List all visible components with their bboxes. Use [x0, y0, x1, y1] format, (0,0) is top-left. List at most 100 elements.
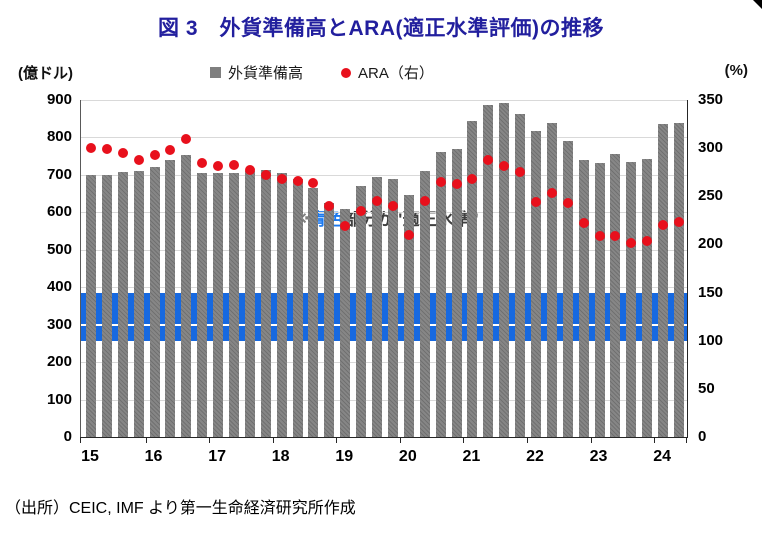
ara-dot [626, 237, 637, 248]
reserve-bar [308, 187, 319, 437]
ara-dot [578, 218, 589, 229]
reserve-bar [372, 176, 383, 437]
ara-dot [260, 170, 271, 181]
x-axis-tick [145, 437, 147, 443]
ara-dot [515, 167, 526, 178]
mouse-cursor-artifact [753, 0, 762, 9]
chart-title: 図 3 外貨準備高とARA(適正水準評価)の推移 [158, 17, 604, 40]
right-axis-tick-label: 0 [698, 428, 707, 445]
ara-dot [499, 161, 510, 172]
x-axis-tick [80, 437, 81, 443]
right-axis-tick-label: 250 [698, 187, 724, 205]
x-axis-tick [654, 437, 656, 443]
right-axis-tick-label: 300 [698, 139, 724, 157]
ara-dot [308, 177, 319, 188]
gridline [81, 100, 687, 101]
x-axis-year-label: 15 [81, 448, 99, 465]
reserve-bar [260, 170, 271, 437]
reserve-bar [451, 148, 462, 437]
legend-item-ara: ARA（右） [341, 62, 434, 83]
x-axis-tick [686, 437, 687, 443]
ara-dot [451, 178, 462, 189]
ara-dot [181, 133, 192, 144]
reserve-bar [674, 123, 684, 437]
gridline-through-band [81, 323, 687, 326]
reserve-bar [483, 105, 494, 437]
reserve-bar [515, 114, 526, 437]
left-axis-tick-label: 400 [46, 278, 72, 296]
reserve-bar [610, 154, 621, 437]
x-axis-year-label: 16 [144, 448, 163, 465]
left-axis-tick-label: 100 [46, 390, 72, 408]
left-axis-tick-label: 200 [46, 353, 72, 371]
reserve-bar [356, 186, 367, 437]
gridline [81, 399, 687, 401]
ara-dot [594, 230, 605, 241]
ara-dot [213, 161, 224, 172]
gridline [81, 137, 687, 139]
x-axis-tick [590, 437, 592, 443]
left-axis-tick-label: 900 [46, 91, 72, 108]
x-axis-year-label: 19 [335, 448, 354, 465]
ara-dot [101, 144, 112, 155]
left-axis-unit: (億ドル) [18, 65, 73, 82]
gridline [81, 362, 687, 364]
reserve-bar [594, 162, 605, 437]
ara-dot [546, 188, 557, 199]
x-axis-tick [209, 437, 211, 443]
ara-dot [356, 205, 367, 216]
ara-dot [642, 235, 653, 246]
legend-reserves-label: 外貨準備高 [228, 65, 304, 82]
ara-dot [165, 145, 176, 156]
gridline [81, 249, 687, 251]
ara-dot [610, 230, 621, 241]
reserve-bar [467, 120, 478, 437]
x-axis-tick [336, 437, 338, 443]
plot-area: ※青色部分が"適正水準" [80, 100, 688, 438]
ara-dot [387, 200, 398, 211]
ara-dot [197, 157, 208, 168]
reserve-bar [642, 159, 653, 437]
x-axis-year-label: 21 [462, 448, 481, 465]
reserve-bar [419, 171, 430, 437]
reserves-swatch-icon [210, 67, 221, 78]
reserve-bar [197, 173, 208, 437]
ara-dot [340, 221, 351, 232]
left-axis-tick-label: 700 [46, 165, 72, 183]
ara-dot [292, 175, 303, 186]
reserve-bar [435, 152, 446, 437]
reserve-bar [276, 172, 287, 437]
ara-dot [117, 147, 128, 158]
x-axis-year-label: 24 [653, 448, 671, 465]
reserve-bar [117, 171, 128, 437]
reserve-bar [626, 161, 637, 437]
reserve-bar [181, 155, 192, 437]
ara-dot-icon [341, 67, 352, 78]
x-axis-year-label: 22 [526, 448, 544, 465]
right-axis-tick-label: 350 [698, 91, 724, 108]
reserve-bar [229, 172, 240, 437]
ara-dot [403, 229, 414, 240]
reserve-bar [499, 102, 510, 437]
legend-ara-label: ARA（右） [358, 65, 434, 82]
ara-dot [435, 176, 446, 187]
right-axis-unit: (%) [724, 62, 748, 79]
reserve-bar [578, 159, 589, 437]
right-axis-tick-label: 50 [698, 379, 715, 397]
x-axis-tick [527, 437, 529, 443]
reserve-bar [244, 171, 255, 437]
ara-dot [149, 149, 160, 160]
ara-dot [658, 220, 669, 231]
x-axis-tick [399, 437, 401, 443]
right-axis-tick-label: 150 [698, 283, 724, 301]
reserve-bar [530, 130, 541, 437]
x-axis-year-label: 20 [398, 448, 417, 465]
reserve-bar [562, 141, 573, 437]
x-axis-year-label: 23 [589, 448, 608, 465]
left-axis-tick-label: 500 [46, 240, 72, 258]
left-axis-tick-label: 800 [46, 128, 72, 146]
ara-dot [86, 143, 96, 154]
ara-dot [562, 198, 573, 209]
x-axis-year-label: 17 [208, 448, 227, 465]
